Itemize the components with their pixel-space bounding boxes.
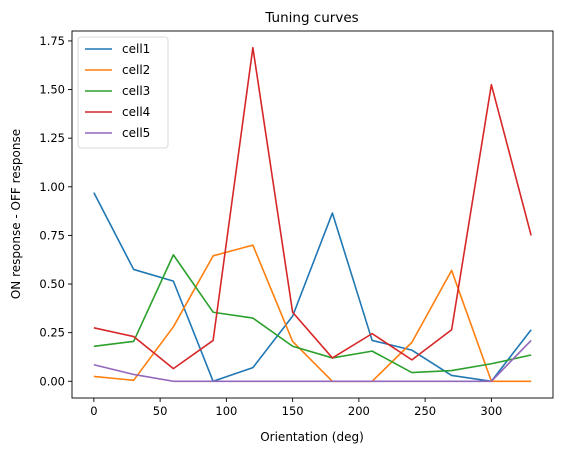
legend-label-cell5: cell5 (122, 126, 150, 140)
x-axis-label: Orientation (deg) (260, 430, 364, 444)
series-lines (93, 46, 532, 383)
y-axis-label: ON response - OFF response (9, 129, 23, 299)
series-line-cell3 (93, 254, 532, 374)
x-tick-label: 200 (348, 404, 370, 418)
legend-label-cell3: cell3 (122, 84, 150, 98)
series-line-cell1 (93, 192, 532, 383)
y-tick-label: 1.00 (39, 180, 65, 194)
x-tick-label: 0 (90, 404, 97, 418)
y-tick-label: 0.50 (39, 277, 65, 291)
y-tick-label: 0.25 (39, 326, 65, 340)
series-line-cell5 (93, 339, 532, 383)
x-tick-label: 50 (153, 404, 168, 418)
legend-box (77, 36, 169, 149)
x-tick-label: 250 (414, 404, 436, 418)
y-tick-label: 1.50 (39, 83, 65, 97)
legend-label-cell1: cell1 (122, 42, 150, 56)
x-tick-label: 150 (282, 404, 304, 418)
x-tick-label: 300 (480, 404, 502, 418)
y-tick-label: 0.00 (39, 374, 65, 388)
plot-frame (71, 30, 554, 399)
legend-label-cell4: cell4 (122, 105, 150, 119)
y-tick-label: 1.25 (39, 131, 65, 145)
x-tick-label: 100 (215, 404, 237, 418)
series-line-cell4 (93, 46, 532, 370)
y-tick-label: 1.75 (39, 34, 65, 48)
axes: 0 50 100 150 200 250 300 0.00 0.25 0.50 0.75 1.00 1.… (39, 30, 554, 418)
chart-title: Tuning curves (264, 10, 358, 26)
legend-label-cell2: cell2 (122, 63, 150, 77)
y-tick-label: 0.75 (39, 228, 65, 242)
legend: cell1 cell2 cell3 cell4 cell5 (77, 36, 169, 149)
